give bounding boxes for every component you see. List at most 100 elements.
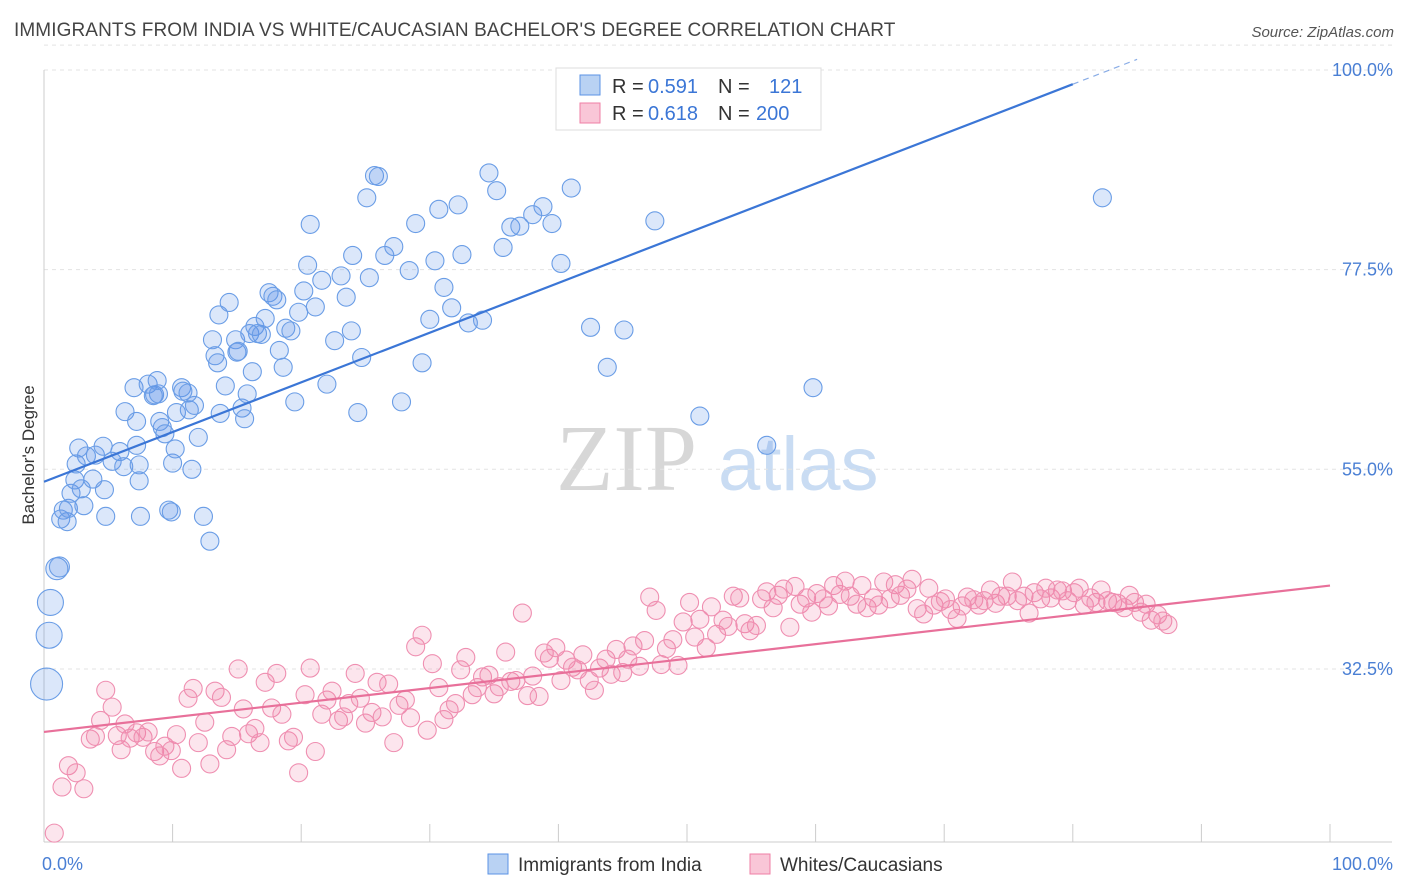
india-point-116 bbox=[523, 205, 543, 225]
white-point-58 bbox=[372, 707, 392, 727]
india-point-39 bbox=[161, 502, 181, 522]
white-point-79 bbox=[489, 677, 509, 697]
india-point-23 bbox=[114, 457, 134, 477]
white-point-26 bbox=[195, 712, 215, 732]
india-point-128 bbox=[1092, 188, 1112, 208]
white-point-6 bbox=[85, 726, 105, 746]
white-point-187 bbox=[1091, 580, 1111, 600]
white-point-118 bbox=[707, 624, 727, 644]
india-point-88 bbox=[341, 321, 361, 341]
white-point-52 bbox=[339, 694, 359, 714]
white-point-115 bbox=[690, 609, 710, 629]
white-point-120 bbox=[718, 616, 738, 636]
white-point-81 bbox=[501, 671, 521, 691]
y-tick-label-1: 77.5% bbox=[1342, 260, 1393, 280]
white-point-50 bbox=[328, 710, 349, 730]
white-point-122 bbox=[730, 588, 750, 608]
white-point-88 bbox=[539, 648, 559, 668]
white-point-112 bbox=[673, 612, 693, 632]
india-point-75 bbox=[276, 318, 296, 338]
india-point-80 bbox=[298, 255, 318, 275]
india-point-37 bbox=[155, 424, 175, 444]
india-point-8 bbox=[58, 498, 78, 518]
india-point-101 bbox=[412, 353, 432, 373]
india-point-84 bbox=[317, 374, 337, 394]
white-point-22 bbox=[172, 758, 192, 778]
india-point-90 bbox=[348, 402, 368, 423]
white-point-95 bbox=[579, 670, 599, 691]
india-point-62 bbox=[235, 409, 255, 429]
white-point-136 bbox=[807, 583, 827, 604]
white-point-143 bbox=[847, 594, 867, 614]
white-point-3 bbox=[66, 763, 86, 783]
top-legend: R = 0.591 N = 121 R = 0.618 N = 200 bbox=[555, 67, 822, 131]
india-point-112 bbox=[487, 181, 507, 201]
white-point-73 bbox=[456, 647, 476, 667]
white-point-27 bbox=[200, 754, 220, 774]
y-tick-label-0: 100.0% bbox=[1332, 60, 1393, 80]
india-point-98 bbox=[391, 392, 412, 412]
white-point-64 bbox=[406, 637, 426, 657]
white-point-171 bbox=[1002, 572, 1022, 592]
white-point-53 bbox=[345, 663, 365, 683]
white-point-130 bbox=[773, 579, 794, 599]
white-point-128 bbox=[763, 598, 783, 618]
india-point-49 bbox=[188, 427, 208, 447]
india-point-113 bbox=[493, 237, 513, 258]
white-point-149 bbox=[880, 589, 900, 609]
india-point-68 bbox=[251, 324, 271, 344]
india-point-81 bbox=[300, 214, 320, 234]
white-point-21 bbox=[166, 725, 187, 745]
white-point-43 bbox=[289, 763, 309, 783]
white-point-1 bbox=[52, 777, 72, 797]
axes bbox=[43, 70, 1392, 843]
white-point-104 bbox=[629, 656, 649, 676]
white-point-32 bbox=[228, 659, 248, 679]
white-point-4 bbox=[74, 779, 94, 799]
india-point-74 bbox=[273, 357, 293, 377]
white-point-135 bbox=[802, 602, 822, 622]
white-point-96 bbox=[584, 680, 604, 700]
white-point-83 bbox=[512, 603, 532, 623]
chart-title: IMMIGRANTS FROM INDIA VS WHITE/CAUCASIAN… bbox=[14, 20, 896, 41]
india-point-30 bbox=[130, 506, 150, 526]
white-point-90 bbox=[551, 670, 571, 691]
india-point-4 bbox=[48, 556, 70, 578]
white-point-147 bbox=[869, 595, 889, 615]
white-point-42 bbox=[283, 727, 304, 747]
india-point-117 bbox=[533, 197, 553, 217]
india-trend-line bbox=[43, 83, 1074, 483]
white-point-40 bbox=[272, 704, 292, 724]
india-point-97 bbox=[384, 237, 404, 257]
white-point-8 bbox=[96, 680, 116, 700]
white-point-24 bbox=[183, 678, 203, 699]
india-point-0 bbox=[30, 667, 64, 701]
legend-r-label-blue: R = bbox=[612, 76, 644, 98]
white-point-138 bbox=[818, 596, 839, 616]
india-point-118 bbox=[542, 213, 562, 234]
white-point-89 bbox=[546, 638, 566, 658]
india-point-100 bbox=[406, 213, 426, 234]
white-point-31 bbox=[222, 726, 242, 746]
source-label: Source: ZipAtlas.com bbox=[1251, 24, 1394, 41]
tick-labels: 100.0% 77.5% 55.0% 32.5% 0.0% 100.0% bbox=[42, 60, 1393, 874]
white-point-176 bbox=[1031, 589, 1051, 609]
white-point-66 bbox=[417, 720, 437, 740]
bottom-legend-label-pink: Whites/Caucasians bbox=[780, 855, 943, 876]
white-point-189 bbox=[1103, 592, 1123, 612]
india-point-108 bbox=[452, 245, 472, 265]
india-point-12 bbox=[69, 438, 89, 458]
india-point-130 bbox=[147, 371, 167, 391]
india-point-53 bbox=[205, 346, 225, 366]
white-point-158 bbox=[930, 591, 950, 612]
india-point-78 bbox=[289, 302, 309, 322]
legend-swatch-blue bbox=[579, 74, 601, 96]
india-point-76 bbox=[281, 321, 301, 341]
white-point-129 bbox=[768, 585, 788, 605]
white-point-20 bbox=[161, 741, 181, 761]
legend-r-value-blue: 0.591 bbox=[648, 76, 698, 98]
white-point-87 bbox=[534, 643, 554, 663]
india-point-102 bbox=[420, 309, 440, 329]
white-point-159 bbox=[935, 589, 956, 609]
india-point-45 bbox=[178, 383, 198, 403]
